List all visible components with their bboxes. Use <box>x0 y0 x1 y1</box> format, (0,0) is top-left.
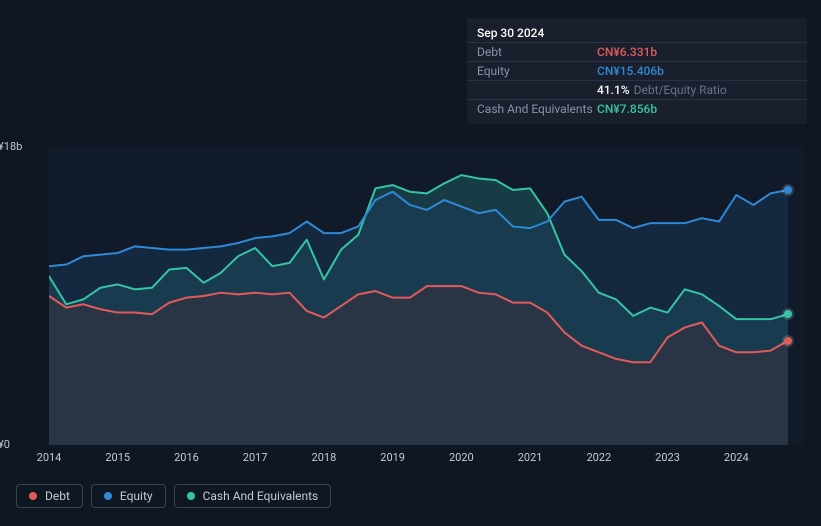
legend-item[interactable]: Debt <box>16 484 83 508</box>
tooltip-row-cash: Cash And Equivalents CN¥7.856b <box>467 100 807 118</box>
legend-label: Cash And Equivalents <box>203 489 319 503</box>
data-tooltip: Sep 30 2024 Debt CN¥6.331b Equity CN¥15.… <box>467 18 807 124</box>
tooltip-value-lbl: Debt/Equity Ratio <box>634 83 727 97</box>
tooltip-label: Debt <box>477 45 597 59</box>
series-end-dot <box>784 310 792 318</box>
x-axis-tick: 2022 <box>586 451 611 464</box>
y-axis-tick: CN¥0 <box>0 438 33 451</box>
tooltip-value: CN¥6.331b <box>597 45 657 59</box>
legend-label: Equity <box>120 489 153 503</box>
tooltip-row-debt: Debt CN¥6.331b <box>467 43 807 62</box>
y-axis-tick: CN¥18b <box>0 140 33 153</box>
chart-svg <box>49 125 805 445</box>
x-axis-tick: 2014 <box>37 451 62 464</box>
chart-legend: Debt Equity Cash And Equivalents <box>16 484 331 508</box>
legend-dot-icon <box>29 492 37 500</box>
x-axis-tick: 2023 <box>655 451 680 464</box>
tooltip-row-equity: Equity CN¥15.406b <box>467 62 807 81</box>
tooltip-date-row: Sep 30 2024 <box>467 24 807 43</box>
chart-container: CN¥18bCN¥0 20142015201620172018201920202… <box>16 125 805 445</box>
tooltip-value: CN¥15.406b <box>597 64 664 78</box>
tooltip-value-pct: 41.1% <box>597 83 630 97</box>
x-axis-tick: 2021 <box>518 451 543 464</box>
tooltip-date: Sep 30 2024 <box>477 26 597 40</box>
x-axis-tick: 2015 <box>105 451 130 464</box>
legend-item[interactable]: Equity <box>91 484 166 508</box>
series-end-dot <box>784 186 792 194</box>
legend-dot-icon <box>104 492 112 500</box>
x-axis-tick: 2024 <box>724 451 749 464</box>
plot-area[interactable] <box>49 125 805 445</box>
tooltip-label: Cash And Equivalents <box>477 102 597 116</box>
x-axis-tick: 2020 <box>449 451 474 464</box>
x-axis-tick: 2019 <box>380 451 405 464</box>
tooltip-row-ratio: 41.1% Debt/Equity Ratio <box>467 81 807 100</box>
x-axis-tick: 2018 <box>312 451 337 464</box>
x-axis-tick: 2017 <box>243 451 268 464</box>
tooltip-label: Equity <box>477 64 597 78</box>
legend-dot-icon <box>187 492 195 500</box>
tooltip-value: CN¥7.856b <box>597 102 657 116</box>
x-axis-tick: 2016 <box>174 451 199 464</box>
tooltip-label <box>477 83 597 97</box>
legend-item[interactable]: Cash And Equivalents <box>174 484 332 508</box>
series-end-dot <box>784 337 792 345</box>
legend-label: Debt <box>45 489 70 503</box>
